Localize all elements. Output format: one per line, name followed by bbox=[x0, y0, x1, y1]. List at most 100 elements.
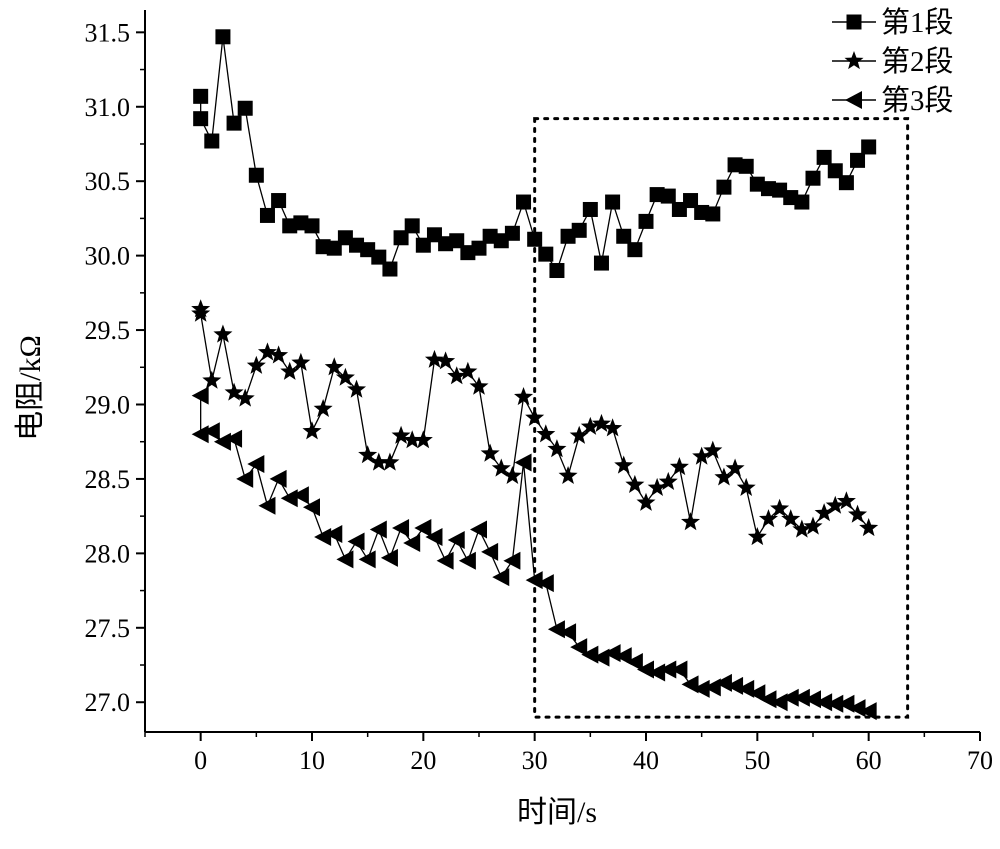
data-point bbox=[235, 388, 255, 407]
data-point bbox=[614, 647, 632, 666]
data-point bbox=[324, 357, 344, 376]
data-point bbox=[335, 367, 355, 386]
data-point bbox=[226, 115, 242, 131]
data-point bbox=[469, 376, 489, 395]
axes: 0 10 20 30 40 50 60 70 27.0 27.5 28.0 28.5 29.0 29.5 3… bbox=[85, 10, 993, 775]
data-point bbox=[736, 477, 756, 496]
data-point bbox=[759, 690, 777, 709]
data-point bbox=[271, 193, 287, 209]
x-tick-label: 30 bbox=[522, 746, 548, 775]
data-point bbox=[236, 469, 254, 488]
y-axis-title: 电阻/kΩ bbox=[14, 335, 47, 441]
data-point bbox=[247, 455, 265, 474]
legend-marker bbox=[845, 91, 862, 109]
data-point bbox=[805, 170, 821, 186]
data-point bbox=[404, 218, 420, 234]
data-point bbox=[549, 263, 565, 279]
x-tick-label: 60 bbox=[856, 746, 882, 775]
data-point bbox=[792, 519, 812, 538]
data-point bbox=[705, 206, 721, 222]
data-point bbox=[325, 525, 343, 544]
data-point bbox=[303, 498, 320, 517]
data-point bbox=[204, 133, 220, 149]
data-point bbox=[714, 467, 734, 486]
data-point bbox=[781, 509, 801, 528]
data-point bbox=[514, 387, 534, 406]
data-point bbox=[347, 379, 367, 398]
legend-marker bbox=[846, 14, 862, 30]
data-point bbox=[638, 213, 654, 229]
series-1 bbox=[193, 29, 877, 279]
data-point bbox=[525, 407, 545, 426]
data-point bbox=[636, 492, 656, 511]
data-point bbox=[726, 676, 744, 695]
data-point bbox=[605, 194, 621, 210]
data-point bbox=[625, 653, 643, 672]
data-point bbox=[248, 167, 264, 183]
data-point bbox=[593, 255, 609, 271]
data-point bbox=[703, 440, 723, 459]
data-point bbox=[213, 432, 231, 451]
data-point bbox=[458, 361, 478, 380]
data-point bbox=[836, 491, 856, 510]
data-point bbox=[358, 550, 376, 569]
series-3 bbox=[191, 386, 877, 721]
data-point bbox=[191, 303, 211, 322]
data-point bbox=[213, 324, 233, 343]
data-point bbox=[202, 370, 222, 389]
data-point bbox=[859, 702, 877, 721]
data-point bbox=[392, 519, 410, 538]
data-point bbox=[269, 345, 289, 364]
data-point bbox=[637, 660, 654, 679]
data-point bbox=[215, 29, 231, 45]
data-point bbox=[525, 571, 543, 590]
data-point bbox=[758, 509, 778, 528]
series-line bbox=[200, 309, 870, 539]
x-tick-label: 0 bbox=[194, 746, 207, 775]
data-point bbox=[627, 242, 643, 258]
data-point bbox=[850, 152, 866, 168]
y-tick-label: 30.0 bbox=[85, 242, 131, 271]
series-2 bbox=[191, 299, 879, 546]
data-point bbox=[413, 430, 433, 449]
data-point bbox=[692, 446, 712, 465]
data-point bbox=[804, 690, 821, 709]
data-point bbox=[738, 158, 754, 174]
data-point bbox=[716, 179, 732, 195]
data-point bbox=[814, 503, 834, 522]
legend-item: 第3段 bbox=[832, 84, 954, 117]
data-point bbox=[536, 424, 556, 443]
data-point bbox=[647, 477, 667, 496]
data-point bbox=[658, 471, 678, 490]
data-point bbox=[414, 519, 432, 538]
data-point bbox=[527, 231, 543, 247]
data-point bbox=[603, 418, 623, 437]
data-point bbox=[380, 452, 400, 471]
data-point bbox=[369, 520, 387, 539]
data-point bbox=[747, 526, 767, 546]
data-point bbox=[692, 679, 710, 698]
legend-item: 第2段 bbox=[832, 45, 954, 78]
data-point bbox=[193, 88, 209, 104]
data-point bbox=[380, 548, 398, 567]
data-point bbox=[436, 551, 454, 570]
data-point bbox=[291, 352, 311, 371]
data-point bbox=[258, 496, 276, 515]
data-point bbox=[547, 620, 565, 639]
data-point bbox=[514, 453, 532, 472]
data-point bbox=[358, 445, 378, 464]
data-point bbox=[827, 163, 843, 179]
data-point bbox=[826, 694, 844, 713]
data-point bbox=[669, 457, 689, 476]
data-point bbox=[202, 422, 220, 441]
data-point bbox=[447, 530, 465, 549]
legend-label: 第2段 bbox=[881, 45, 954, 78]
data-point bbox=[614, 455, 634, 474]
data-point bbox=[480, 443, 500, 462]
data-point bbox=[269, 469, 287, 488]
legend-marker bbox=[844, 51, 864, 70]
data-point bbox=[347, 532, 365, 551]
data-point bbox=[660, 188, 676, 204]
